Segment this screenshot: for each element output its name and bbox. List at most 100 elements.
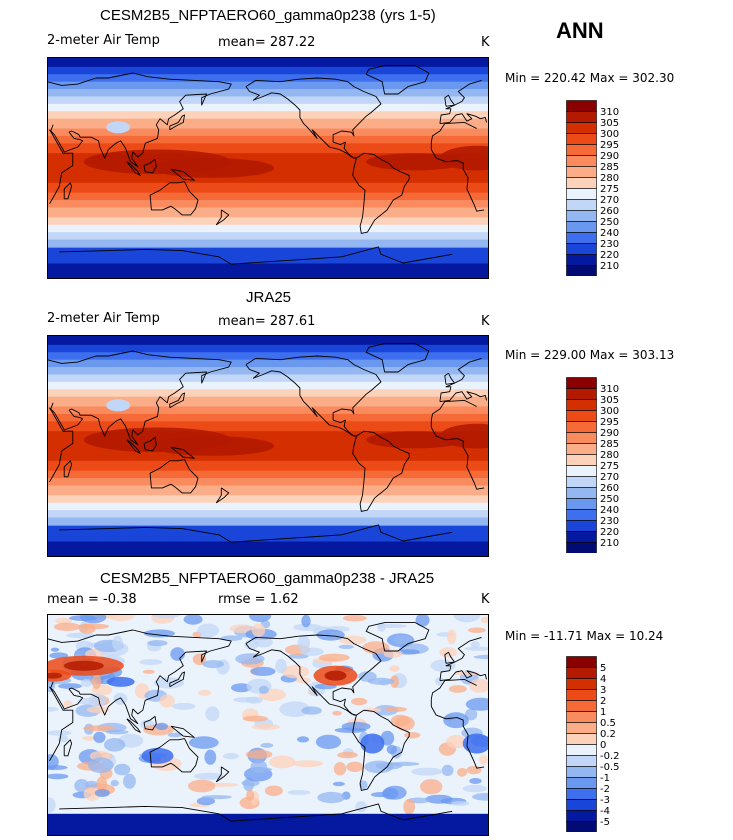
coastline <box>63 739 73 757</box>
colorbar-label: 290 <box>600 151 619 162</box>
coastline <box>365 65 430 95</box>
colorbar-box <box>566 788 597 800</box>
coastline <box>170 168 195 181</box>
colorbar-box <box>566 744 597 756</box>
colorbar-box <box>566 487 597 499</box>
colorbar-label: -0.5 <box>600 762 620 773</box>
coastline <box>149 181 199 216</box>
colorbar-box <box>566 122 597 134</box>
colorbar-label: 3 <box>600 685 606 696</box>
coastline <box>49 399 485 490</box>
coastline <box>126 161 141 176</box>
colorbar-label: 280 <box>600 450 619 461</box>
colorbar-box <box>566 810 597 822</box>
coastline <box>143 715 157 731</box>
colorbar-box <box>566 111 597 123</box>
colorbar-box <box>566 700 597 712</box>
coastline <box>169 671 185 688</box>
coastline <box>126 718 141 733</box>
panel-2-variable: 2-meter Air Temp <box>47 311 160 326</box>
colorbar-label: 260 <box>600 206 619 217</box>
coastline <box>365 622 430 652</box>
colorbar-label: -3 <box>600 795 610 806</box>
panel-1-mean: mean= 287.22 <box>218 35 316 50</box>
colorbar-label: 1 <box>600 707 606 718</box>
colorbar-box <box>566 656 597 668</box>
colorbar-box <box>566 689 597 701</box>
colorbar-box <box>566 821 597 832</box>
colorbar-box <box>566 667 597 679</box>
colorbar-box <box>566 155 597 167</box>
panel-1-units: K <box>481 35 490 50</box>
colorbar-label: 210 <box>600 538 619 549</box>
colorbar-box <box>566 399 597 411</box>
panel-2-map <box>47 335 489 557</box>
colorbar-label: 270 <box>600 472 619 483</box>
colorbar-label: 295 <box>600 417 619 428</box>
colorbar-label: 2 <box>600 696 606 707</box>
colorbar-label: 230 <box>600 516 619 527</box>
coastline <box>245 634 382 716</box>
colorbar-label: 260 <box>600 483 619 494</box>
colorbar-label: 220 <box>600 250 619 261</box>
coastline <box>59 803 453 822</box>
coastline <box>149 459 199 494</box>
colorbar-box <box>566 410 597 422</box>
panel-3-mean: mean = -0.38 <box>47 592 137 607</box>
coastline <box>170 446 195 459</box>
colorbar-box <box>566 777 597 789</box>
colorbar-label: 250 <box>600 494 619 505</box>
colorbar-box <box>566 509 597 521</box>
coastline <box>143 436 157 452</box>
coastline <box>169 392 185 409</box>
colorbar-label: 4 <box>600 674 606 685</box>
panel-2-units: K <box>481 314 490 329</box>
coastline <box>352 709 410 791</box>
colorbar-box <box>566 133 597 145</box>
coastline <box>149 738 199 773</box>
panel-3-title: CESM2B5_NFPTAERO60_gamma0p238 - JRA25 <box>100 570 435 587</box>
coastline <box>215 209 230 226</box>
colorbar-box <box>566 210 597 222</box>
colorbar-label: 240 <box>600 505 619 516</box>
colorbar-label: 270 <box>600 195 619 206</box>
colorbar-box <box>566 177 597 189</box>
panel-2-title: JRA25 <box>246 289 292 306</box>
colorbar-box <box>566 755 597 767</box>
colorbar-label: 0.2 <box>600 729 616 740</box>
coastline <box>169 114 185 131</box>
colorbar-box <box>566 498 597 510</box>
colorbar-label: 290 <box>600 428 619 439</box>
coastline <box>170 725 195 738</box>
coastline <box>63 182 73 200</box>
colorbar-box <box>566 733 597 745</box>
colorbar-box <box>566 722 597 734</box>
colorbar-label: 310 <box>600 107 619 118</box>
colorbar-box <box>566 678 597 690</box>
colorbar-box <box>566 520 597 532</box>
colorbar-label: 305 <box>600 395 619 406</box>
colorbar-box <box>566 711 597 723</box>
coastline <box>59 524 453 543</box>
colorbar-label: 295 <box>600 140 619 151</box>
colorbar-box <box>566 454 597 466</box>
panel-1-map <box>47 57 489 279</box>
coastline <box>365 343 430 373</box>
coastline <box>59 246 453 265</box>
coastline <box>49 121 485 212</box>
coastline <box>126 439 141 454</box>
colorbar-box <box>566 265 597 276</box>
colorbar-label: 285 <box>600 162 619 173</box>
panel-3-minmax: Min = -11.71 Max = 10.24 <box>505 629 664 643</box>
panel-1-colorbar: 3103053002952902852802752702602502402302… <box>566 100 619 276</box>
colorbar-box <box>566 443 597 455</box>
panel-1-minmax: Min = 220.42 Max = 302.30 <box>505 71 675 85</box>
colorbar-label: 275 <box>600 184 619 195</box>
colorbar-box <box>566 144 597 156</box>
colorbar-box <box>566 766 597 778</box>
colorbar-box <box>566 799 597 811</box>
colorbar-label: 285 <box>600 439 619 450</box>
coastline <box>444 372 456 385</box>
colorbar-label: 275 <box>600 461 619 472</box>
